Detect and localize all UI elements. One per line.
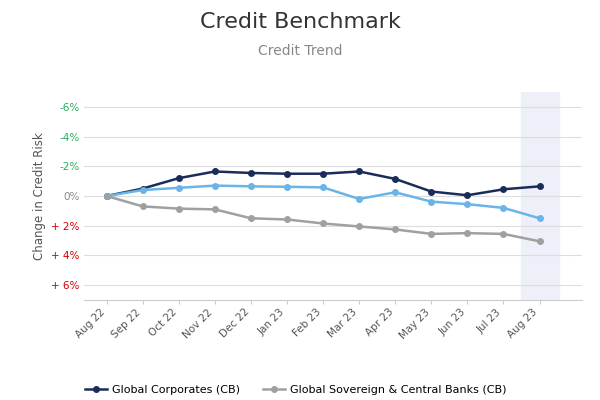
- Text: Credit Benchmark: Credit Benchmark: [200, 12, 400, 32]
- Bar: [521, 92, 559, 300]
- Legend: Global Corporates (CB), Global Financials (CB), Global Sovereign & Central Banks: Global Corporates (CB), Global Financial…: [85, 384, 507, 400]
- Text: Credit Trend: Credit Trend: [258, 44, 342, 58]
- Y-axis label: Change in Credit Risk: Change in Credit Risk: [33, 132, 46, 260]
